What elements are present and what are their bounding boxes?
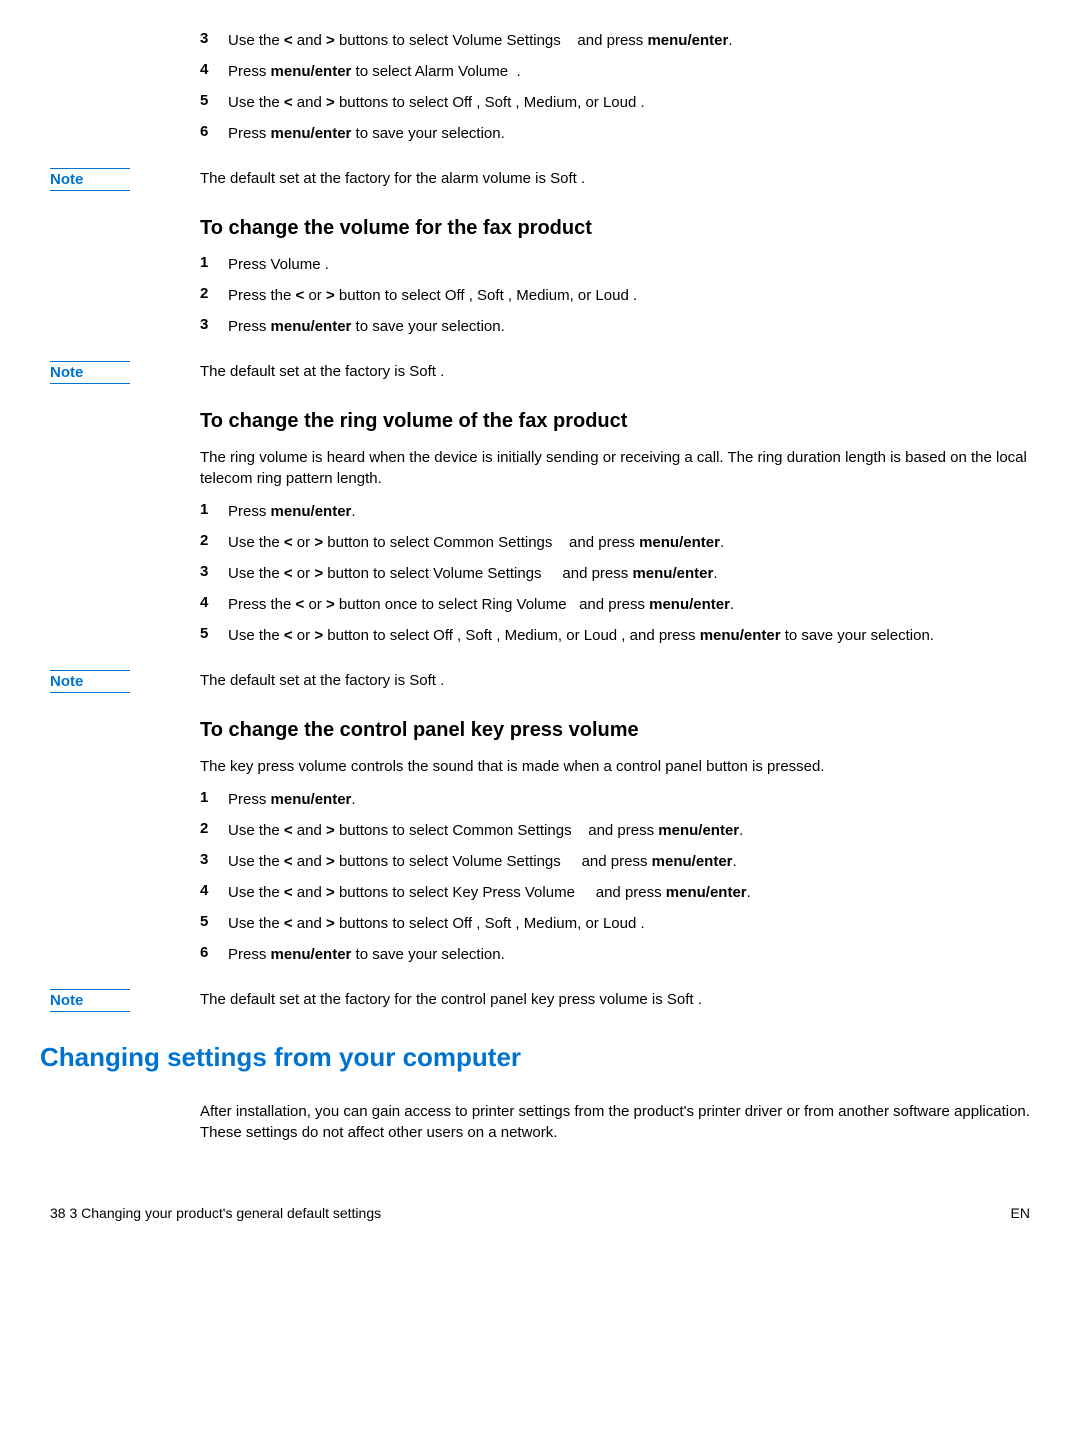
list-item: 5Use the < and > buttons to select Off ,…	[200, 913, 1030, 934]
list-item: 5Use the < and > buttons to select Off ,…	[200, 92, 1030, 113]
list-item: 1Press Volume .	[200, 254, 1030, 275]
list-item: 3Use the < and > buttons to select Volum…	[200, 851, 1030, 872]
page-container: 3Use the < and > buttons to select Volum…	[0, 0, 1080, 1251]
note-label: Note	[50, 361, 130, 384]
note4-row: Note The default set at the factory for …	[50, 989, 1030, 1012]
list-item-text: Use the < and > buttons to select Off , …	[228, 913, 1030, 934]
note-label: Note	[50, 989, 130, 1012]
list2: 1Press Volume .2Press the < or > button …	[200, 254, 1030, 337]
list-item-number: 1	[200, 254, 228, 271]
list-item-text: Press menu/enter to save your selection.	[228, 944, 1030, 965]
list3: 1Press menu/enter.2Use the < or > button…	[200, 501, 1030, 646]
list-item: 2Press the < or > button to select Off ,…	[200, 285, 1030, 306]
list-item-number: 4	[200, 61, 228, 78]
note1-row: Note The default set at the factory for …	[50, 168, 1030, 191]
list-item: 4Press menu/enter to select Alarm Volume…	[200, 61, 1030, 82]
note3-text: The default set at the factory is Soft .	[200, 670, 1030, 691]
list4: 1Press menu/enter.2Use the < and > butto…	[200, 789, 1030, 965]
list-item: 2Use the < and > buttons to select Commo…	[200, 820, 1030, 841]
heading2-row: To change the ring volume of the fax pro…	[50, 388, 1030, 656]
note1-text: The default set at the factory for the a…	[200, 168, 1030, 189]
list-item-number: 3	[200, 30, 228, 47]
list-item-number: 4	[200, 594, 228, 611]
list-item: 3Use the < and > buttons to select Volum…	[200, 30, 1030, 51]
list-item-number: 2	[200, 285, 228, 302]
list-item-text: Press menu/enter.	[228, 789, 1030, 810]
list-item-number: 1	[200, 789, 228, 806]
list1: 3Use the < and > buttons to select Volum…	[200, 30, 1030, 144]
heading3-row: To change the control panel key press vo…	[50, 697, 1030, 975]
list-item: 4Press the < or > button once to select …	[200, 594, 1030, 615]
heading1-row: To change the volume for the fax product…	[50, 195, 1030, 347]
list-item: 6Press menu/enter to save your selection…	[200, 123, 1030, 144]
list-item-number: 3	[200, 563, 228, 580]
list1-row: 3Use the < and > buttons to select Volum…	[50, 30, 1030, 154]
section-para-row: After installation, you can gain access …	[50, 1101, 1030, 1155]
list-item-number: 2	[200, 820, 228, 837]
list-item: 6Press menu/enter to save your selection…	[200, 944, 1030, 965]
list-item-text: Use the < and > buttons to select Key Pr…	[228, 882, 1030, 903]
heading-volume-fax: To change the volume for the fax product	[200, 217, 1030, 240]
section-heading-computer: Changing settings from your computer	[40, 1042, 1030, 1073]
heading-keypress-volume: To change the control panel key press vo…	[200, 719, 1030, 742]
list-item-text: Use the < and > buttons to select Common…	[228, 820, 1030, 841]
heading-ring-volume: To change the ring volume of the fax pro…	[200, 410, 1030, 433]
list-item-text: Press the < or > button to select Off , …	[228, 285, 1030, 306]
list-item-text: Use the < and > buttons to select Off , …	[228, 92, 1030, 113]
list-item-text: Press Volume .	[228, 254, 1030, 275]
para-ring-volume: The ring volume is heard when the device…	[200, 447, 1030, 489]
page-footer: 38 3 Changing your product's general def…	[50, 1205, 1030, 1221]
list-item-text: Press menu/enter to save your selection.	[228, 316, 1030, 337]
list-item-number: 5	[200, 92, 228, 109]
list-item-text: Use the < or > button to select Common S…	[228, 532, 1030, 553]
list-item-number: 6	[200, 944, 228, 961]
note2-row: Note The default set at the factory is S…	[50, 361, 1030, 384]
note-label: Note	[50, 670, 130, 693]
list-item-number: 3	[200, 851, 228, 868]
list-item: 4Use the < and > buttons to select Key P…	[200, 882, 1030, 903]
footer-left: 38 3 Changing your product's general def…	[50, 1205, 381, 1221]
list-item: 1Press menu/enter.	[200, 501, 1030, 522]
list-item: 3Use the < or > button to select Volume …	[200, 563, 1030, 584]
note-label: Note	[50, 168, 130, 191]
list-item-text: Use the < or > button to select Volume S…	[228, 563, 1030, 584]
list-item-number: 2	[200, 532, 228, 549]
list-item-text: Press the < or > button once to select R…	[228, 594, 1030, 615]
list-item-text: Press menu/enter.	[228, 501, 1030, 522]
list-item-number: 3	[200, 316, 228, 333]
footer-right: EN	[1011, 1205, 1030, 1221]
list-item-text: Use the < or > button to select Off , So…	[228, 625, 1030, 646]
list-item-text: Use the < and > buttons to select Volume…	[228, 851, 1030, 872]
list-item: 5Use the < or > button to select Off , S…	[200, 625, 1030, 646]
list-item-number: 6	[200, 123, 228, 140]
list-item-text: Use the < and > buttons to select Volume…	[228, 30, 1030, 51]
list-item-number: 1	[200, 501, 228, 518]
section-para: After installation, you can gain access …	[200, 1101, 1030, 1143]
note3-row: Note The default set at the factory is S…	[50, 670, 1030, 693]
note4-text: The default set at the factory for the c…	[200, 989, 1030, 1010]
list-item: 1Press menu/enter.	[200, 789, 1030, 810]
list-item-number: 5	[200, 913, 228, 930]
list-item: 2Use the < or > button to select Common …	[200, 532, 1030, 553]
list-item-number: 4	[200, 882, 228, 899]
list-item-number: 5	[200, 625, 228, 642]
list-item-text: Press menu/enter to save your selection.	[228, 123, 1030, 144]
para-keypress-volume: The key press volume controls the sound …	[200, 756, 1030, 777]
note2-text: The default set at the factory is Soft .	[200, 361, 1030, 382]
list-item: 3Press menu/enter to save your selection…	[200, 316, 1030, 337]
list-item-text: Press menu/enter to select Alarm Volume …	[228, 61, 1030, 82]
